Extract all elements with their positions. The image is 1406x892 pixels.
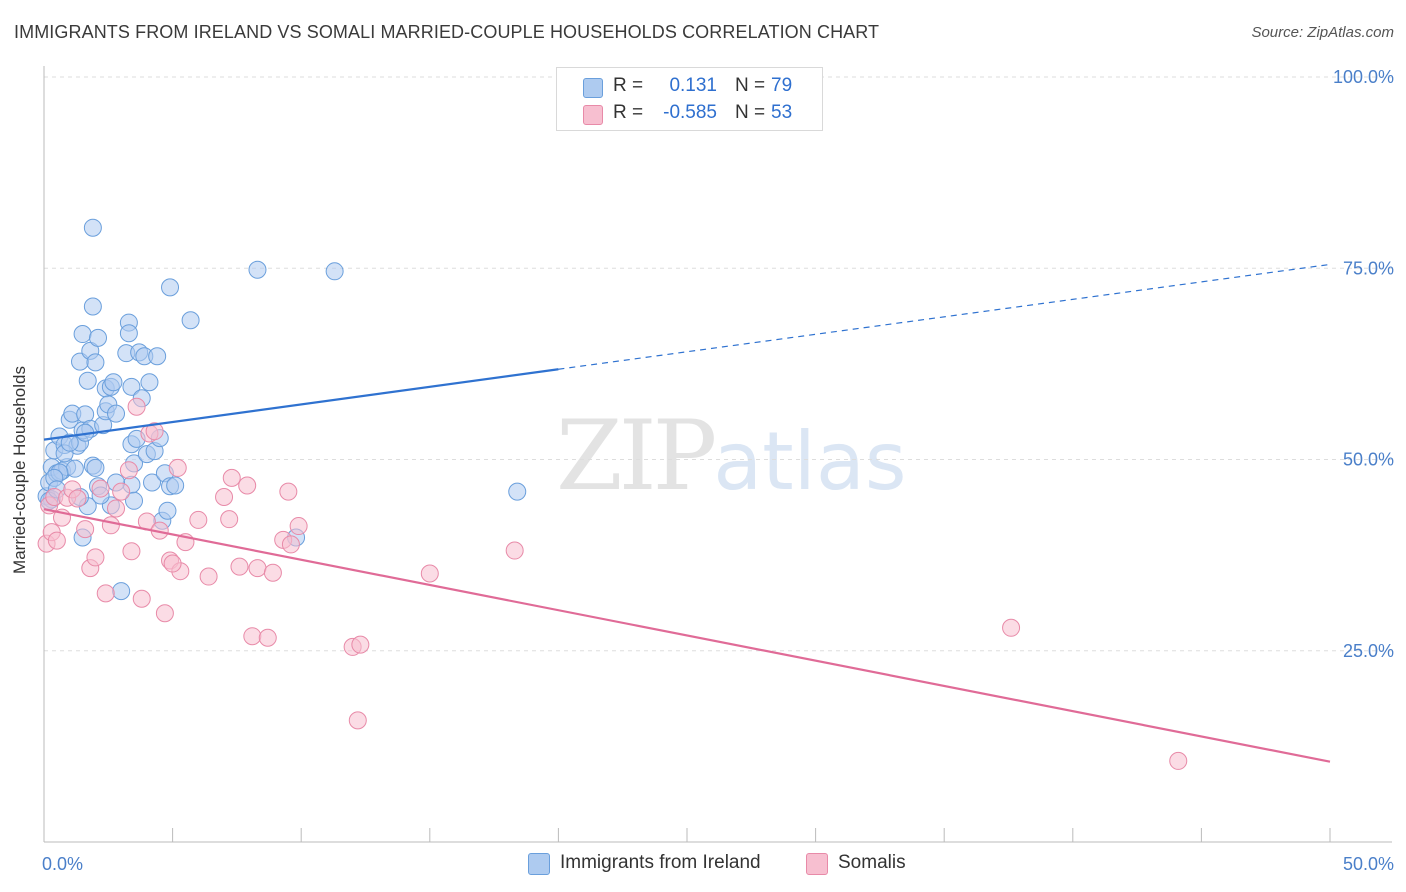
legend-r-label: R =	[613, 75, 644, 96]
ireland-point	[89, 328, 108, 347]
x-tick-label: 0.0%	[42, 854, 83, 874]
ireland-point	[140, 373, 159, 392]
somali-point	[168, 458, 187, 477]
ireland-trend-extension	[558, 263, 1331, 370]
source-label: Source: ZipAtlas.com	[1251, 24, 1394, 41]
x-tick-label: 50.0%	[1343, 854, 1394, 874]
ireland-point	[119, 324, 138, 343]
ireland-trend-line	[43, 368, 559, 441]
ireland-point	[166, 476, 185, 495]
y-tick-label: 75.0%	[1343, 258, 1394, 278]
somali-point	[348, 711, 367, 730]
ireland-point	[73, 325, 92, 344]
somali-point	[96, 584, 115, 603]
legend-swatch-somalis	[806, 853, 828, 875]
legend-n-value: 53	[771, 102, 793, 123]
legend-swatch-ireland	[528, 853, 550, 875]
somali-point	[243, 627, 262, 646]
somali-point	[47, 531, 66, 550]
y-tick-label: 100.0%	[1333, 67, 1394, 87]
watermark-zip: ZIP	[556, 400, 717, 512]
somali-point	[1169, 751, 1188, 770]
ireland-point	[508, 482, 527, 501]
y-tick-label: 50.0%	[1343, 450, 1394, 470]
legend-swatch-somalis	[583, 105, 603, 125]
somali-point	[189, 510, 208, 529]
ireland-point	[78, 371, 97, 390]
somali-point	[220, 510, 239, 529]
somali-point	[155, 604, 174, 623]
somali-point	[76, 520, 95, 539]
somali-point	[122, 542, 141, 561]
chart-title: IMMIGRANTS FROM IRELAND VS SOMALI MARRIE…	[14, 22, 880, 42]
legend-r-value: 0.131	[669, 75, 717, 96]
somali-point	[281, 535, 300, 554]
somali-point	[119, 461, 138, 480]
legend-n-label: N =	[735, 102, 766, 123]
ireland-point	[86, 458, 105, 477]
ireland-point	[112, 582, 131, 601]
somali-point	[86, 548, 105, 567]
legend-label-somalis: Somalis	[838, 852, 906, 873]
legend-n-value: 79	[771, 75, 793, 96]
somali-point	[351, 635, 370, 654]
somali-point	[145, 422, 164, 441]
ireland-point	[83, 218, 102, 237]
somali-point	[222, 468, 241, 487]
ireland-point	[107, 404, 126, 423]
somali-point	[215, 487, 234, 506]
legend-n-label: N =	[735, 75, 766, 96]
legend-r-label: R =	[613, 102, 644, 123]
somali-point	[107, 499, 126, 518]
watermark-atlas: atlas	[713, 415, 907, 508]
somali-point	[199, 567, 218, 586]
ireland-point	[248, 260, 267, 279]
somali-point	[505, 541, 524, 560]
somali-point	[112, 482, 131, 501]
somali-point	[263, 563, 282, 582]
legend-row-ireland: R = 0.131 N = 79	[557, 75, 822, 99]
ireland-point	[148, 347, 167, 366]
ireland-point	[181, 311, 200, 330]
somali-point	[279, 482, 298, 501]
somali-trend-line	[43, 508, 1331, 763]
somali-point	[163, 554, 182, 573]
somali-point	[1002, 618, 1021, 637]
ireland-point	[125, 491, 144, 510]
zipatlas-watermark: ZIPatlas	[556, 400, 907, 512]
legend-label-ireland: Immigrants from Ireland	[560, 852, 761, 873]
correlation-legend: R = 0.131 N = 79 R = -0.585 N = 53	[556, 67, 823, 131]
ireland-point	[86, 353, 105, 372]
somali-point	[248, 559, 267, 578]
ireland-point	[325, 262, 344, 281]
ireland-point	[83, 297, 102, 316]
somali-point	[68, 489, 87, 508]
somali-point	[289, 517, 308, 536]
y-tick-label: 25.0%	[1343, 641, 1394, 661]
somali-point	[127, 397, 146, 416]
somali-point	[258, 628, 277, 647]
ireland-point	[161, 278, 180, 297]
legend-swatch-ireland	[583, 78, 603, 98]
somali-point	[132, 589, 151, 608]
ireland-point	[122, 377, 141, 396]
somali-point	[420, 564, 439, 583]
ireland-point	[158, 501, 177, 520]
ireland-point	[104, 373, 123, 392]
legend-r-value: -0.585	[663, 102, 717, 123]
ireland-point	[65, 459, 84, 478]
somali-point	[101, 516, 120, 535]
somali-point	[238, 476, 257, 495]
ireland-point	[60, 433, 79, 452]
somali-point	[91, 479, 110, 498]
ireland-point	[143, 473, 162, 492]
somali-point	[230, 557, 249, 576]
legend-row-somalis: R = -0.585 N = 53	[557, 102, 822, 126]
